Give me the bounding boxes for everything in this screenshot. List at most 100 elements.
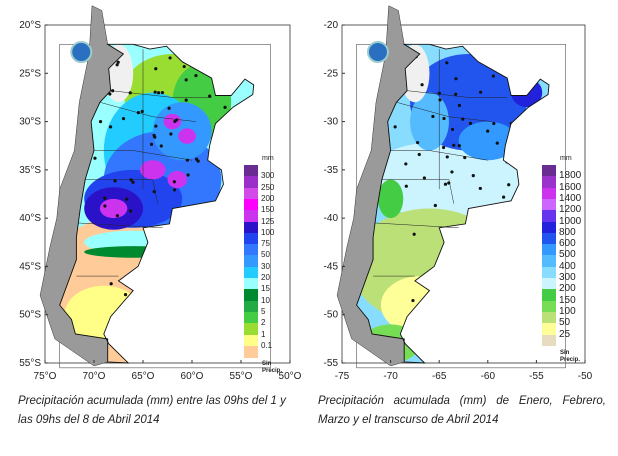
legend-label: 25 xyxy=(559,328,571,340)
station-point xyxy=(159,144,163,148)
caption-line: Precipitación acumulada (mm) de Enero, F… xyxy=(318,395,606,407)
lon-tick-label: 55°O xyxy=(230,371,253,382)
station-point xyxy=(507,183,511,187)
legend-swatch xyxy=(542,165,556,177)
station-point xyxy=(153,90,157,94)
lat-tick-label: 40°S xyxy=(19,213,41,224)
station-point xyxy=(450,127,455,132)
legend-label: 250 xyxy=(261,182,275,192)
lat-tick-label: 30°S xyxy=(19,117,41,128)
station-point xyxy=(128,209,133,213)
station-point xyxy=(452,143,456,147)
station-point xyxy=(129,178,133,182)
station-point xyxy=(445,155,449,159)
lon-tick-label: 65°O xyxy=(132,371,155,382)
station-point xyxy=(115,214,119,218)
station-point xyxy=(461,117,465,121)
legend-unit: mm xyxy=(560,155,572,162)
lon-tick-label: -50 xyxy=(578,371,593,382)
station-point xyxy=(103,204,107,208)
precip-contour xyxy=(458,121,517,161)
legend-swatch xyxy=(542,289,556,302)
station-point xyxy=(131,180,135,184)
legend-swatch xyxy=(244,300,258,313)
station-point xyxy=(443,182,448,186)
station-point xyxy=(479,90,483,94)
station-point xyxy=(486,129,490,133)
legend-label: 400 xyxy=(559,260,576,272)
lon-tick-label: 75°O xyxy=(34,371,57,382)
station-point xyxy=(108,125,113,129)
legend-swatch xyxy=(244,176,258,189)
legend-swatch xyxy=(542,244,556,256)
station-point xyxy=(108,92,112,96)
lat-tick-label: 45°S xyxy=(19,261,41,272)
legend-label: 15 xyxy=(261,284,270,294)
smn-logo xyxy=(70,41,93,64)
legend-swatch xyxy=(542,278,556,290)
legend-label: 5 xyxy=(261,306,266,316)
legend-swatch xyxy=(244,311,258,324)
legend-swatch xyxy=(244,198,258,211)
lat-tick-label: -40 xyxy=(324,213,339,224)
argentina-border xyxy=(356,43,550,364)
province-boundary xyxy=(390,150,488,161)
legend-label: 600 xyxy=(559,238,576,250)
legend-no-precip-label: Sin Precip. xyxy=(262,361,283,375)
station-point xyxy=(160,90,165,95)
legend-label: 1400 xyxy=(559,192,582,204)
legend-swatch xyxy=(244,323,258,335)
station-point xyxy=(422,176,426,180)
station-point xyxy=(98,120,103,124)
station-point xyxy=(152,190,156,194)
legend-swatch xyxy=(542,266,556,279)
station-point xyxy=(468,121,473,125)
province-boundary xyxy=(375,222,459,229)
station-point xyxy=(415,140,420,145)
legend-swatch xyxy=(542,198,556,211)
station-point xyxy=(437,91,441,95)
station-point xyxy=(125,197,129,201)
station-point xyxy=(116,60,120,64)
legend-label: 200 xyxy=(559,283,576,295)
legend-swatch xyxy=(244,255,258,268)
station-point xyxy=(113,179,117,183)
station-point xyxy=(457,103,462,108)
station-point xyxy=(411,298,415,303)
station-point xyxy=(182,64,186,69)
station-point xyxy=(393,125,397,129)
legend-label: 0.1 xyxy=(261,340,273,350)
lat-tick-label: -55 xyxy=(324,358,339,369)
station-point xyxy=(447,181,451,185)
legend-swatch xyxy=(542,187,556,200)
legend-label: 50 xyxy=(261,250,270,260)
station-point xyxy=(501,195,506,199)
station-point xyxy=(454,92,458,96)
precip-contour xyxy=(99,198,128,219)
argentina-border xyxy=(59,43,255,364)
legend-swatch xyxy=(244,334,258,347)
legend-swatch xyxy=(244,221,258,234)
province-boundary xyxy=(85,179,158,204)
station-point xyxy=(169,132,173,136)
lat-tick-label: 20°S xyxy=(19,20,41,31)
station-point xyxy=(154,124,158,128)
legend-label: 2 xyxy=(261,318,266,328)
precip-contour xyxy=(377,179,404,219)
legend-swatch xyxy=(244,278,258,290)
precip-contour xyxy=(167,170,188,189)
station-point xyxy=(128,91,132,95)
station-point xyxy=(154,67,158,71)
lon-tick-label: 70°O xyxy=(83,371,106,382)
station-point xyxy=(175,118,179,122)
legend-unit: mm xyxy=(262,155,274,162)
station-point xyxy=(404,184,408,188)
station-point xyxy=(457,144,461,148)
station-point xyxy=(442,116,446,121)
legend-label: 10 xyxy=(261,295,270,305)
station-point xyxy=(478,186,482,191)
legend-swatch xyxy=(542,334,556,347)
province-boundary xyxy=(99,102,196,122)
precip-contour xyxy=(178,128,196,144)
station-point xyxy=(167,106,171,110)
